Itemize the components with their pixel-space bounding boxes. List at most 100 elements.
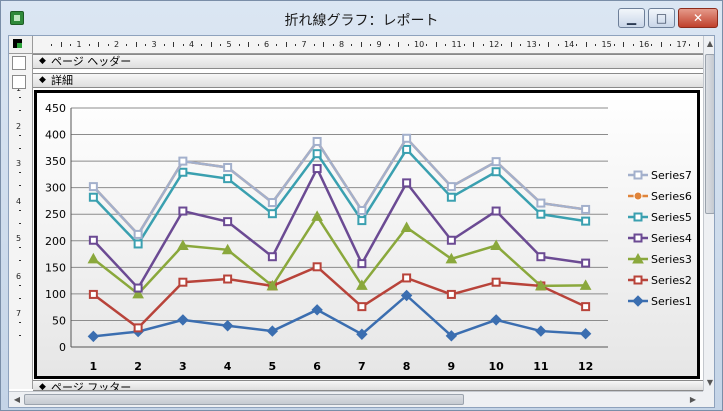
ruler-tick [70, 44, 72, 46]
data-point [446, 182, 456, 192]
data-point [581, 302, 591, 312]
x-tick-label: 5 [269, 360, 277, 373]
data-point [356, 279, 368, 290]
detail-selector[interactable] [12, 75, 26, 89]
horizontal-scrollbar[interactable]: ◀ ▶ [9, 391, 703, 407]
scroll-up-icon[interactable]: ▲ [706, 39, 714, 48]
ruler-tick [388, 44, 390, 46]
horizontal-scroll-thumb[interactable] [24, 394, 464, 405]
data-point [491, 167, 501, 177]
page-header-selector[interactable] [12, 56, 26, 70]
data-point [312, 149, 322, 159]
data-point [535, 325, 547, 337]
data-point [402, 133, 412, 143]
legend-marker [632, 252, 644, 264]
window-title: 折れ線グラフ：レポート [284, 13, 439, 29]
minimize-button[interactable]: ▁ [618, 8, 645, 28]
ruler-tick [60, 42, 62, 47]
detail-bar[interactable]: ◆ 詳細 [33, 73, 703, 88]
legend-marker [633, 191, 643, 201]
ruler-tick [576, 44, 578, 46]
data-point [536, 198, 546, 208]
ruler-tick [19, 97, 21, 99]
ruler-tick [201, 44, 203, 46]
detail-label: 詳細 [51, 74, 73, 87]
data-point [490, 239, 502, 251]
legend-label: Series5 [651, 211, 692, 224]
ruler-tick [313, 44, 315, 46]
series-line [92, 136, 586, 237]
data-point [491, 277, 501, 287]
data-point [357, 206, 367, 216]
data-point [535, 279, 547, 291]
ruler-tick [145, 44, 147, 46]
close-icon: ✕ [692, 11, 704, 25]
ruler-tick [660, 42, 662, 47]
data-point [88, 192, 98, 202]
ruler-tick [435, 42, 437, 47]
vertical-scrollbar[interactable]: ▲ ▼ [703, 36, 714, 391]
data-point [267, 209, 277, 219]
ruler-tick [173, 42, 175, 47]
legend-label: Series4 [651, 232, 692, 245]
ruler-tick [688, 44, 690, 46]
legend-marker [633, 212, 643, 222]
scroll-right-icon[interactable]: ▶ [689, 395, 697, 404]
ruler-tick [19, 110, 21, 112]
maximize-button[interactable]: □ [648, 8, 675, 28]
data-point [491, 157, 501, 167]
vertical-scroll-thumb[interactable] [705, 54, 714, 214]
chart-object[interactable]: 0 50 100 150 200 250 300 350 400 450 1 2 3 4 5 6 7 8 9 10 11… [34, 90, 700, 379]
scroll-down-icon[interactable]: ▼ [706, 378, 714, 387]
page-header-label: ページ ヘッダー [51, 55, 132, 68]
section-arrow-icon: ◆ [39, 75, 46, 85]
data-point [490, 314, 502, 326]
ruler-tick [126, 44, 128, 46]
data-point [267, 252, 277, 262]
ruler-tick [698, 42, 700, 47]
data-point [536, 252, 546, 262]
data-point [400, 221, 413, 232]
data-point [178, 156, 188, 166]
report-selector[interactable] [9, 36, 33, 54]
title-bar[interactable]: 折れ線グラフ：レポート ▁ □ ✕ [1, 1, 722, 35]
detail-section: 0 50 100 150 200 250 300 350 400 450 1 2 3 4 5 6 7 8 9 10 11… [33, 90, 703, 380]
ruler-tick [651, 44, 653, 46]
data-point [88, 235, 98, 245]
scroll-left-icon[interactable]: ◀ [13, 395, 21, 404]
ruler-tick [501, 44, 503, 46]
horizontal-ruler[interactable]: 1 2 3 4 5 6 7 8 9 10 11 12 13 14 15 16 17 [33, 36, 703, 54]
ruler-mark: 14 [564, 40, 575, 49]
legend-marker [633, 275, 643, 285]
ruler-tick [238, 44, 240, 46]
close-button[interactable]: ✕ [678, 8, 718, 28]
x-tick-label: 7 [358, 360, 366, 373]
legend-label: Series7 [651, 169, 692, 182]
data-point [579, 328, 592, 340]
ruler-mark: 6 [264, 40, 270, 49]
data-point [88, 182, 98, 192]
legend-marker [633, 233, 643, 243]
page-header-bar[interactable]: ◆ ページ ヘッダー [33, 54, 703, 69]
data-point [581, 204, 591, 214]
ruler-tick [398, 42, 400, 47]
ruler-tick [257, 44, 259, 46]
minimize-icon: ▁ [626, 11, 637, 25]
maximize-icon: □ [655, 11, 668, 25]
ruler-tick [210, 42, 212, 47]
y-tick-label: 0 [59, 341, 66, 354]
ruler-tick [370, 44, 372, 46]
ruler-tick [445, 44, 447, 46]
report-icon[interactable] [10, 11, 24, 25]
ruler-tick [19, 322, 21, 324]
ruler-tick [360, 42, 362, 47]
size-grip[interactable] [703, 391, 714, 407]
ruler-tick [295, 44, 297, 46]
ruler-mark: 13 [526, 40, 537, 49]
ruler-mark: 5 [16, 234, 22, 243]
ruler-tick [623, 42, 625, 47]
page-footer-bar[interactable]: ◆ ページ フッター [33, 380, 703, 391]
data-point [402, 273, 412, 283]
data-point [311, 210, 323, 221]
